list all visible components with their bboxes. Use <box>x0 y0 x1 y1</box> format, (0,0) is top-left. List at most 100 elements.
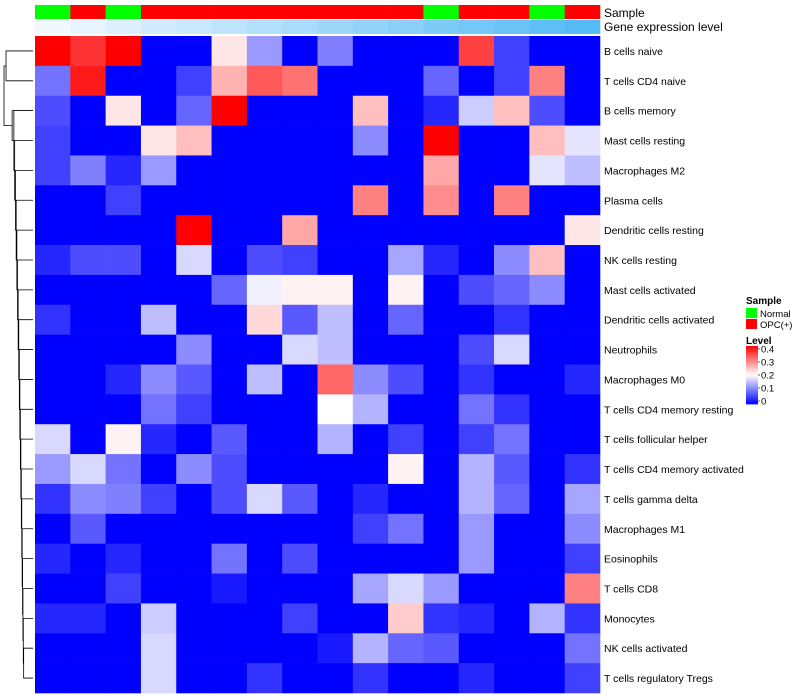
heatmap-cell <box>458 95 495 126</box>
heatmap-cell <box>140 274 177 306</box>
heatmap-cell <box>176 603 212 634</box>
gene-expression-annotation-cell <box>140 20 177 34</box>
heatmap-cell <box>211 274 248 306</box>
heatmap-cell <box>246 36 283 67</box>
heatmap-cell <box>70 424 106 455</box>
heatmap-cell <box>352 125 389 156</box>
heatmap-cell <box>423 394 460 425</box>
legend-level-gradient-step <box>746 357 758 360</box>
heatmap-cell <box>317 603 354 634</box>
heatmap-cell <box>564 125 601 156</box>
heatmap-cell <box>494 304 530 335</box>
heatmap-cell <box>282 573 318 604</box>
legend-level-gradient-step <box>746 396 758 399</box>
heatmap-cell <box>564 95 601 126</box>
heatmap-cell <box>140 65 177 97</box>
dendrogram-branch <box>21 528 33 588</box>
heatmap-cell <box>529 125 565 156</box>
heatmap-cell <box>388 573 424 604</box>
legend-level-gradient-step <box>746 386 758 389</box>
legend-level-gradient-step <box>746 402 758 405</box>
heatmap-cell <box>140 603 177 634</box>
heatmap-cell <box>317 95 354 126</box>
heatmap-cell <box>35 65 71 97</box>
heatmap-cell <box>388 215 424 246</box>
heatmap-cell <box>246 394 283 425</box>
heatmap-cell <box>70 603 106 634</box>
heatmap-cell <box>211 424 248 455</box>
heatmap-cell <box>423 334 460 365</box>
heatmap-cell <box>458 304 495 335</box>
heatmap-cell <box>564 543 601 574</box>
heatmap-cell <box>211 304 248 335</box>
sample-annotation-cell <box>35 5 71 19</box>
heatmap-cell <box>458 663 495 694</box>
legend-level-gradient-step <box>746 390 758 393</box>
legend-level-gradient-step <box>746 347 758 351</box>
heatmap-cell <box>282 185 318 216</box>
heatmap-cell <box>105 304 142 335</box>
heatmap-cell <box>211 155 248 186</box>
heatmap-cell <box>352 95 389 126</box>
legend-level-gradient-step <box>746 361 758 364</box>
row-label: Neutrophils <box>604 345 657 357</box>
heatmap-cell <box>211 65 248 97</box>
heatmap-cell <box>282 245 318 276</box>
heatmap-cell <box>352 633 389 664</box>
heatmap-cell <box>529 155 565 186</box>
heatmap-cell <box>70 125 106 156</box>
dendrogram-branch <box>20 438 33 500</box>
heatmap-cell <box>317 155 354 186</box>
heatmap-cell <box>282 633 318 664</box>
heatmap-cell <box>423 274 460 306</box>
heatmap-cell <box>458 185 495 216</box>
legend-sample-swatch <box>746 308 757 318</box>
heatmap-cell <box>105 245 142 276</box>
heatmap-cell <box>105 454 142 485</box>
heatmap-cell <box>282 394 318 425</box>
heatmap-cell <box>246 155 283 186</box>
heatmap-cell <box>564 603 601 634</box>
heatmap-cell <box>246 65 283 97</box>
heatmap-cell <box>70 185 106 216</box>
heatmap-cell <box>246 274 283 306</box>
heatmap-cell <box>140 483 177 515</box>
heatmap-cell <box>317 185 354 216</box>
legend-level-gradient-step <box>746 367 758 370</box>
dendrogram-branch <box>3 65 13 126</box>
heatmap-cell <box>564 36 601 67</box>
heatmap-cell <box>282 513 318 544</box>
row-label: B cells naive <box>604 46 663 58</box>
heatmap-cell <box>140 36 177 67</box>
gene-expression-annotation-cell <box>529 20 565 34</box>
heatmap-cell <box>176 513 212 544</box>
heatmap-cell <box>105 364 142 395</box>
heatmap-cell <box>423 36 460 67</box>
heatmap-cell <box>105 155 142 186</box>
gene-expression-annotation-cell <box>317 20 354 34</box>
sample-annotation-cell <box>246 5 283 19</box>
legend-level-gradient-step <box>746 373 758 376</box>
heatmap-cell <box>105 185 142 216</box>
heatmap-cell <box>35 125 71 156</box>
heatmap-cell <box>70 394 106 425</box>
heatmap-cell <box>564 245 601 276</box>
heatmap-cell <box>352 543 389 574</box>
heatmap-cell <box>317 424 354 455</box>
heatmap-cell <box>246 95 283 126</box>
heatmap-cell <box>140 633 177 664</box>
legend-sample-swatch <box>746 319 757 329</box>
heatmap-cell <box>458 215 495 246</box>
heatmap-cell <box>246 334 283 365</box>
heatmap-cell <box>246 513 283 544</box>
heatmap-cell <box>388 513 424 544</box>
heatmap-cell <box>35 334 71 365</box>
heatmap-cell <box>317 364 354 395</box>
heatmap-cell <box>35 573 71 604</box>
heatmap-cell <box>423 454 460 485</box>
sample-annotation-cell <box>494 5 530 19</box>
heatmap-cell <box>246 483 283 515</box>
heatmap-cell <box>352 215 389 246</box>
heatmap-cell <box>105 424 142 455</box>
heatmap-cell <box>494 245 530 276</box>
